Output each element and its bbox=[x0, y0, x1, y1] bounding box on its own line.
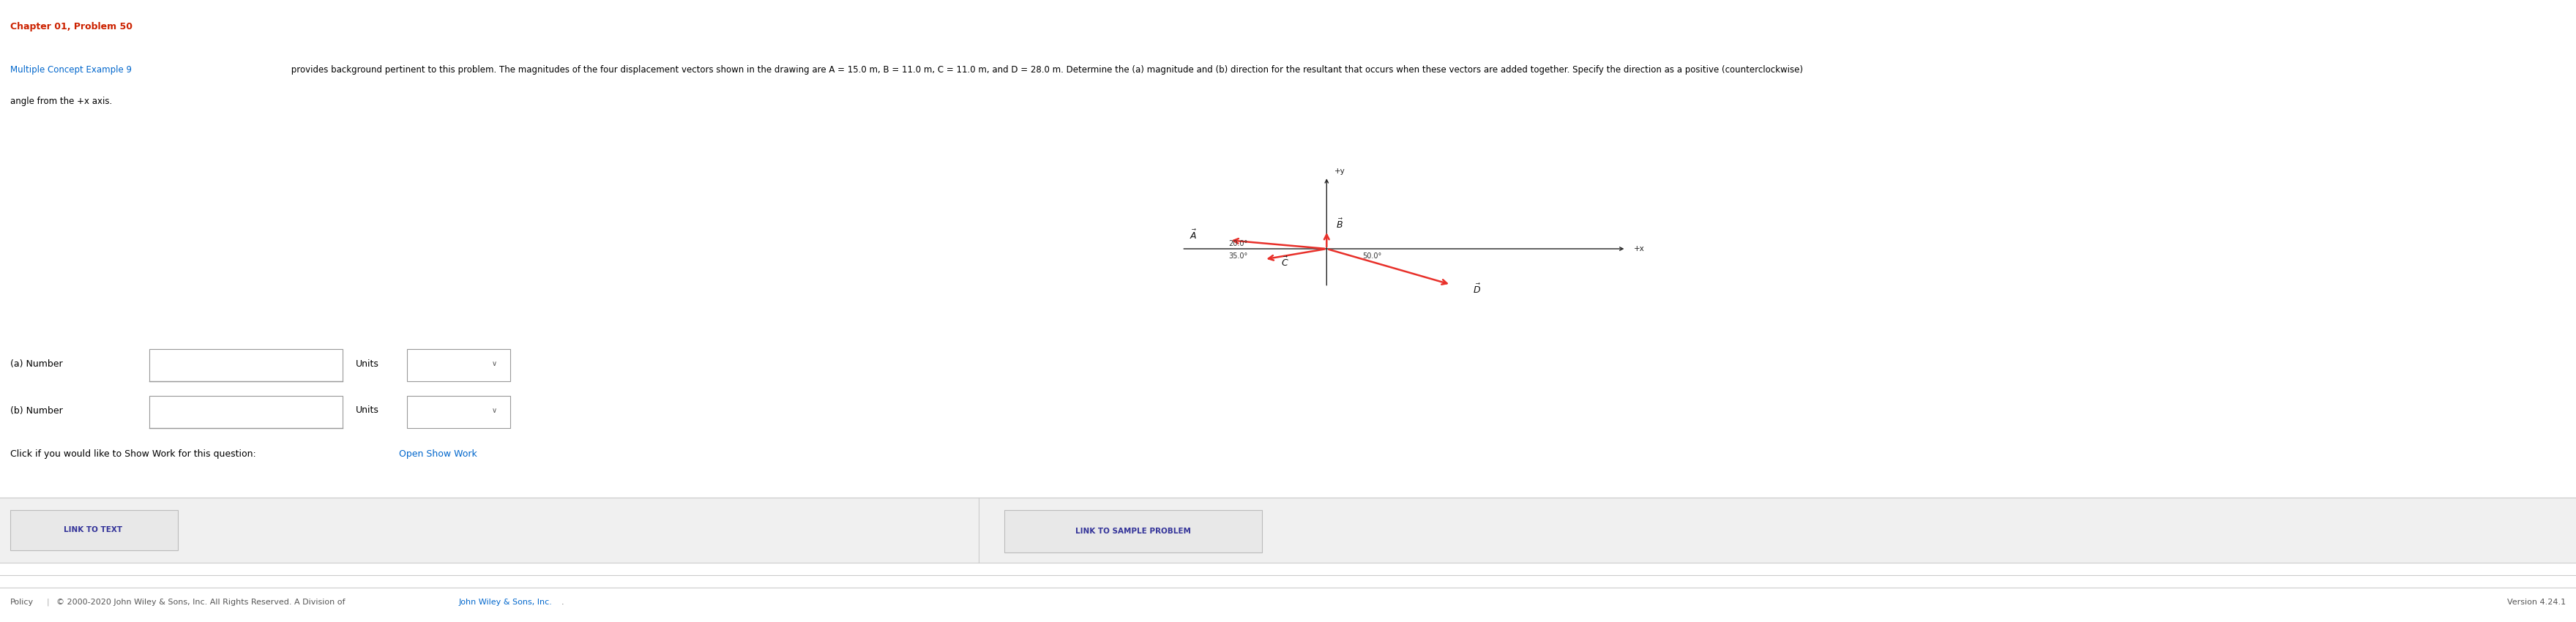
Text: Click if you would like to Show Work for this question:: Click if you would like to Show Work for… bbox=[10, 449, 255, 459]
Text: 50.0°: 50.0° bbox=[1363, 253, 1381, 260]
Text: 20.0°: 20.0° bbox=[1229, 240, 1247, 248]
Text: +x: +x bbox=[1633, 245, 1643, 253]
Text: $\vec{D}$: $\vec{D}$ bbox=[1473, 283, 1481, 296]
Text: ∨: ∨ bbox=[492, 407, 497, 414]
Bar bbox=[10, 510, 178, 550]
Bar bbox=[1005, 510, 1262, 552]
Text: Units: Units bbox=[355, 359, 379, 369]
Text: $\vec{C}$: $\vec{C}$ bbox=[1280, 256, 1288, 269]
Bar bbox=[149, 396, 343, 428]
Text: ∨: ∨ bbox=[492, 360, 497, 368]
Text: (a) Number: (a) Number bbox=[10, 359, 62, 369]
Text: Multiple Concept Example 9: Multiple Concept Example 9 bbox=[10, 65, 131, 75]
Text: provides background pertinent to this problem. The magnitudes of the four displa: provides background pertinent to this pr… bbox=[289, 65, 1803, 75]
Text: $\vec{B}$: $\vec{B}$ bbox=[1337, 218, 1342, 231]
Text: |: | bbox=[46, 598, 49, 606]
Text: Policy: Policy bbox=[10, 598, 33, 606]
Bar bbox=[149, 349, 343, 381]
Text: LINK TO SAMPLE PROBLEM: LINK TO SAMPLE PROBLEM bbox=[1077, 527, 1190, 535]
Text: © 2000-2020 John Wiley & Sons, Inc. All Rights Reserved. A Division of: © 2000-2020 John Wiley & Sons, Inc. All … bbox=[57, 598, 345, 606]
Text: .: . bbox=[562, 598, 564, 606]
Text: +y: +y bbox=[1334, 167, 1345, 175]
Text: angle from the +x axis.: angle from the +x axis. bbox=[10, 96, 113, 106]
Text: LINK TO TEXT: LINK TO TEXT bbox=[64, 526, 121, 534]
Bar bbox=[0, 498, 2576, 563]
Bar bbox=[407, 396, 510, 428]
Text: Open Show Work: Open Show Work bbox=[399, 449, 477, 459]
Text: $\vec{A}$: $\vec{A}$ bbox=[1190, 229, 1198, 241]
Text: John Wiley & Sons, Inc.: John Wiley & Sons, Inc. bbox=[459, 598, 551, 606]
Text: (b) Number: (b) Number bbox=[10, 406, 62, 415]
Text: 35.0°: 35.0° bbox=[1229, 253, 1247, 260]
Text: Units: Units bbox=[355, 406, 379, 415]
Text: Version 4.24.1: Version 4.24.1 bbox=[2506, 598, 2566, 606]
Text: Chapter 01, Problem 50: Chapter 01, Problem 50 bbox=[10, 22, 131, 31]
Bar bbox=[407, 349, 510, 381]
